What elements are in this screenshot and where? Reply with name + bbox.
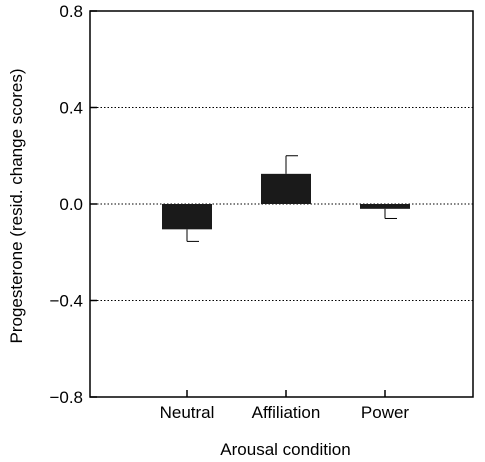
bar <box>162 204 212 230</box>
y-tick-label: 0.4 <box>59 99 83 118</box>
x-axis-title: Arousal condition <box>220 440 350 459</box>
y-tick-label: −0.4 <box>49 292 83 311</box>
bars <box>162 173 410 230</box>
y-tick-label: −0.8 <box>49 388 83 407</box>
y-tick-label: 0.0 <box>59 195 83 214</box>
y-axis-ticks: −0.8 −0.4 0.0 0.4 0.8 <box>49 2 97 407</box>
x-tick-label: Power <box>361 403 410 422</box>
x-tick-label: Affiliation <box>252 403 321 422</box>
x-axis-ticks: Neutral Affiliation Power <box>160 390 410 422</box>
x-tick-label: Neutral <box>160 403 215 422</box>
bar <box>360 204 410 209</box>
bar <box>261 173 311 204</box>
error-bars <box>186 155 397 242</box>
y-axis-title: Progesterone (resid. change scores) <box>7 69 26 344</box>
y-tick-label: 0.8 <box>59 2 83 21</box>
